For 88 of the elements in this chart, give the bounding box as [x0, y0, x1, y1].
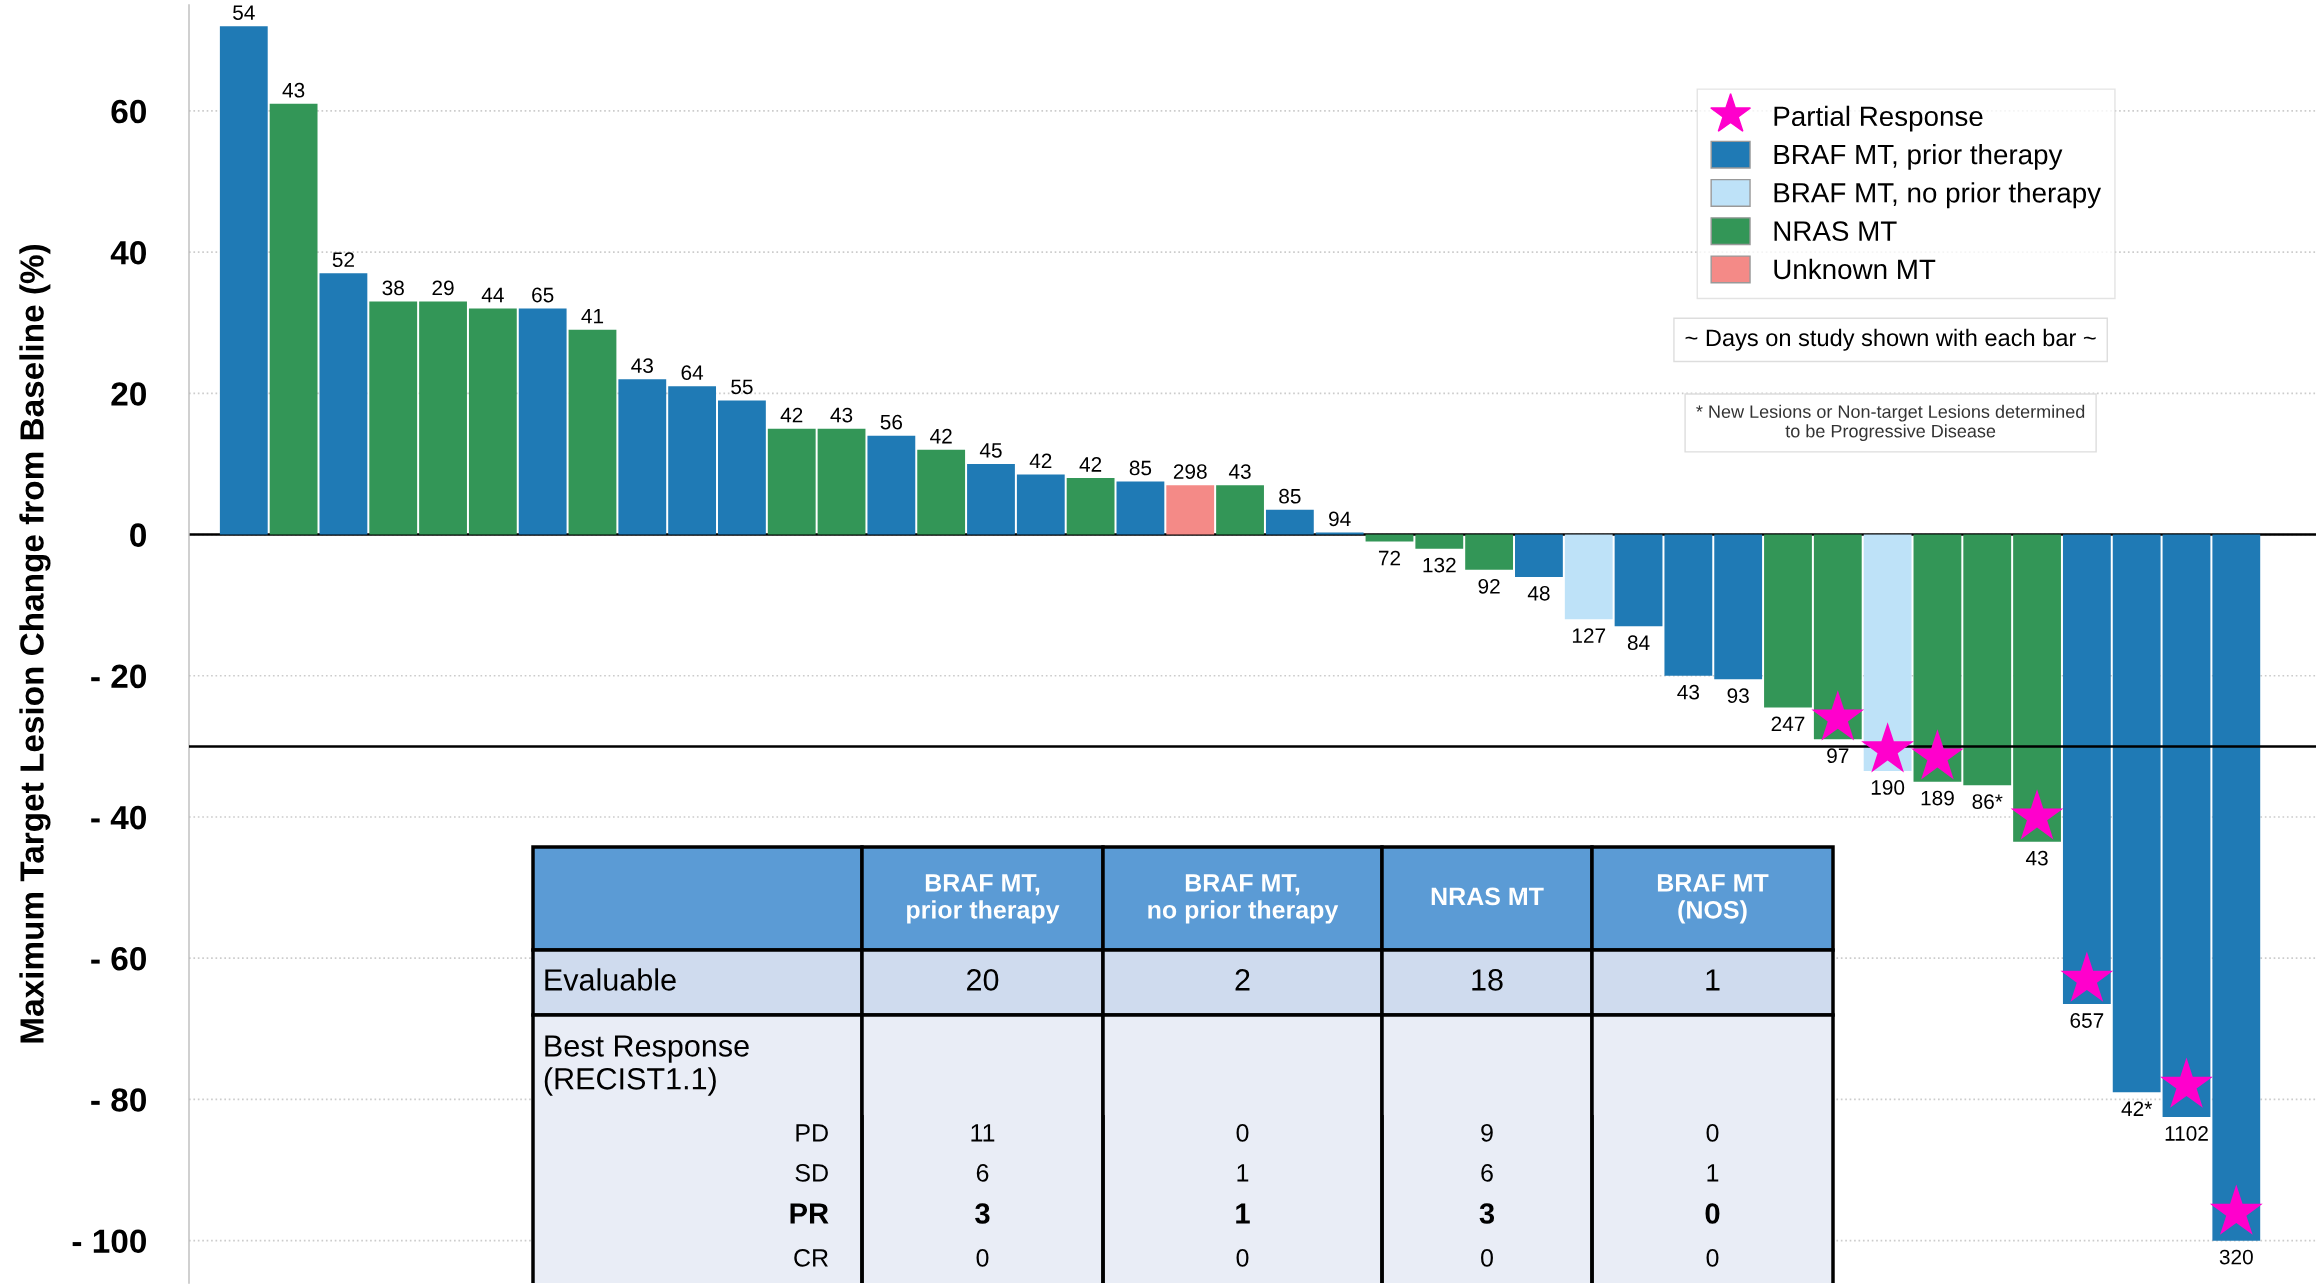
x-tick-label: 42	[1079, 457, 1102, 472]
x-tick-label: 247	[1771, 716, 1805, 732]
annotation: 9	[1481, 1124, 1493, 1142]
annotation: ~ Days on study shown with each bar ~	[1685, 328, 2096, 351]
x-tick-label: 92	[1478, 578, 1500, 594]
x-tick-label: 29	[432, 280, 454, 296]
x-tick-label: 44	[481, 287, 504, 303]
x-tick-label: 1102	[2165, 1126, 2208, 1141]
x-tick-label: 657	[2070, 1013, 2104, 1028]
annotation: PR	[790, 1203, 829, 1224]
y-axis-title: Maximum Target Lesion Change from Baseline (%)	[19, 244, 51, 1043]
y-tick-label: 60	[111, 99, 146, 124]
x-tick-label: 52	[332, 252, 354, 268]
annotation: 11	[971, 1124, 995, 1142]
legend-label: Unknown MT	[1774, 258, 1936, 280]
x-tick-label: 43	[282, 82, 305, 98]
legend-label: BRAF MT, no prior therapy	[1774, 182, 2102, 209]
annotation: 6	[976, 1164, 989, 1182]
x-tick-label: 55	[731, 379, 753, 395]
x-tick-label: 298	[1173, 464, 1207, 479]
annotation: 0	[976, 1249, 989, 1267]
y-tick-label: - 20	[91, 664, 146, 689]
annotation: Best Response (RECIST1.1)	[544, 1035, 749, 1096]
y-tick-label: - 60	[91, 947, 146, 971]
annotation: * New Lesions or Non-target Lesions determined to be Progressive Disease	[1696, 404, 2085, 442]
x-tick-label: 43	[2025, 850, 2048, 866]
annotation: Evaluable	[545, 968, 676, 991]
x-tick-label: 42	[1029, 453, 1052, 469]
x-tick-label: 41	[581, 309, 604, 324]
y-tick-label: 20	[111, 382, 146, 406]
x-tick-label: 85	[1129, 460, 1152, 476]
annotation: 3	[1479, 1203, 1495, 1224]
y-tick-label: - 100	[72, 1229, 146, 1254]
x-tick-label: 43	[631, 358, 653, 373]
annotation: BRAF MT (NOS)	[1657, 874, 1769, 924]
annotation: SD	[795, 1164, 828, 1182]
annotation: 1	[1236, 1203, 1250, 1224]
annotation: PD	[796, 1124, 828, 1142]
x-tick-label: 64	[681, 365, 704, 381]
x-tick-label: 42	[930, 428, 952, 444]
annotation: 1	[1237, 1164, 1249, 1182]
annotation: BRAF MT, no prior therapy	[1148, 874, 1339, 924]
x-tick-label: 56	[880, 414, 903, 430]
annotation: 18	[1472, 969, 1503, 991]
x-tick-label: 54	[233, 5, 255, 20]
x-tick-label: 84	[1627, 635, 1650, 651]
x-tick-label: 127	[1572, 628, 1606, 643]
annotation: 6	[1481, 1164, 1493, 1182]
x-tick-label: 190	[1871, 780, 1905, 795]
x-tick-label: 43	[830, 407, 853, 423]
x-tick-label: 43	[1228, 464, 1251, 479]
annotation: 0	[1236, 1249, 1249, 1267]
annotation: 0	[1706, 1124, 1719, 1142]
x-tick-label: 72	[1378, 550, 1401, 566]
x-tick-label: 93	[1727, 688, 1749, 704]
x-tick-label: 189	[1921, 790, 1954, 806]
x-tick-label: 65	[532, 287, 554, 303]
y-tick-label: 40	[110, 240, 146, 265]
x-tick-label: 48	[1527, 585, 1550, 601]
annotation: 0	[1706, 1249, 1719, 1267]
annotation: 20	[967, 969, 999, 991]
x-tick-label: 320	[2219, 1249, 2253, 1265]
x-tick-label: 86*	[1972, 794, 2003, 809]
annotation: 1	[1706, 969, 1720, 991]
x-tick-label: 94	[1329, 511, 1351, 527]
legend-label: Partial Response	[1774, 105, 1983, 132]
x-tick-label: 132	[1423, 557, 1456, 573]
annotation: 0	[1705, 1203, 1720, 1224]
x-tick-label: 42*	[2121, 1101, 2152, 1116]
annotation: NRAS MT	[1431, 887, 1544, 906]
legend-label: NRAS MT	[1774, 221, 1897, 241]
x-tick-label: 38	[382, 280, 404, 296]
annotation: 3	[975, 1203, 990, 1224]
y-tick-label: 0	[130, 523, 146, 547]
annotation: 1	[1707, 1164, 1719, 1182]
x-tick-label: 43	[1677, 684, 1700, 700]
legend-label: BRAF MT, prior therapy	[1774, 143, 2063, 170]
x-tick-label: 85	[1279, 488, 1301, 504]
x-tick-label: 45	[979, 443, 1002, 458]
annotation: 0	[1481, 1249, 1493, 1267]
annotation: CR	[794, 1249, 828, 1267]
y-tick-label: - 40	[91, 805, 146, 830]
y-tick-label: - 80	[91, 1088, 146, 1112]
annotation: 0	[1236, 1124, 1249, 1142]
annotation: BRAF MT, prior therapy	[907, 874, 1060, 924]
annotation: 2	[1235, 969, 1250, 991]
x-tick-label: 97	[1827, 748, 1849, 764]
x-tick-label: 42	[780, 407, 803, 423]
